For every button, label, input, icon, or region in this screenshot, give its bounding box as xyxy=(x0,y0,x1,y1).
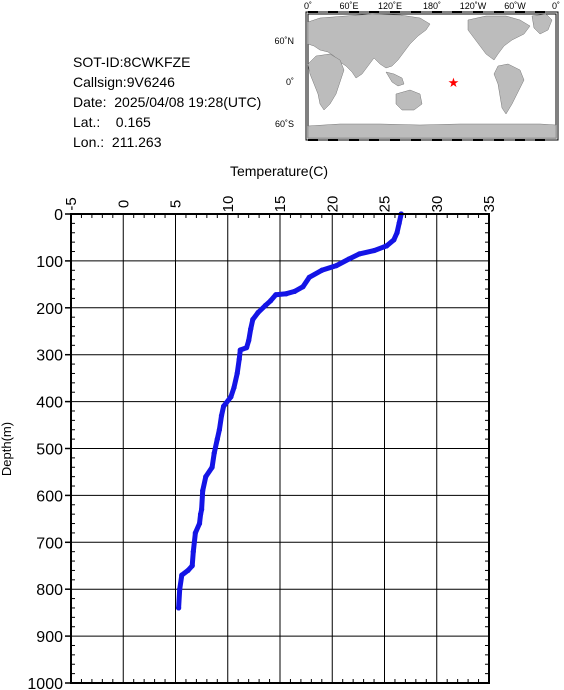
profile-point xyxy=(262,302,268,309)
profile-point xyxy=(236,356,242,362)
temperature-profile-line xyxy=(176,211,404,611)
map-lat-label: 60˚N xyxy=(274,36,294,46)
profile-point xyxy=(199,506,205,513)
y-tick-label: 900 xyxy=(36,629,63,646)
profile-point xyxy=(273,292,279,298)
map-lon-label: 60˚W xyxy=(504,1,526,11)
x-tick-label: 0 xyxy=(115,200,132,208)
profile-point xyxy=(177,586,183,592)
profile-point xyxy=(211,450,217,456)
profile-point xyxy=(214,436,220,442)
profile-point xyxy=(250,316,256,323)
profile-point xyxy=(234,370,240,377)
station-info: SOT-ID:8CWKFZE Callsign:9V6246 Date: 202… xyxy=(73,52,261,152)
observation-date: Date: 2025/04/08 19:28(UTC) xyxy=(73,94,262,110)
map-lon-label: 60˚E xyxy=(339,1,358,11)
y-tick-label: 200 xyxy=(36,301,63,318)
x-tick-label: 15 xyxy=(272,196,289,213)
y-tick-label: 300 xyxy=(36,348,63,365)
buoy-location-marker: ★ xyxy=(448,75,460,90)
profile-point xyxy=(185,567,191,574)
profile-point xyxy=(333,262,340,269)
profile-point xyxy=(203,474,209,480)
x-tick-label: 10 xyxy=(220,196,237,213)
profile-point xyxy=(218,413,225,419)
map-lat-label: 0˚ xyxy=(286,77,294,87)
map-lon-label: 180˚ xyxy=(423,1,441,11)
chart-grid xyxy=(70,213,490,684)
profile-point xyxy=(192,530,198,536)
y-tick-label: 100 xyxy=(36,254,63,271)
x-tick-label: 20 xyxy=(324,196,341,213)
profile-point xyxy=(394,230,400,236)
y-tick-labels: 0 100 200 300 400 500 600 700 800 900 1000 xyxy=(27,207,63,690)
profile-point xyxy=(228,394,234,400)
y-tick-label: 1000 xyxy=(27,676,63,690)
profile-point xyxy=(306,274,312,280)
y-tick-label: 500 xyxy=(36,442,63,459)
profile-point xyxy=(396,220,402,226)
profile-point xyxy=(255,309,261,316)
map-land xyxy=(307,13,557,139)
y-tick-label: 400 xyxy=(36,395,63,412)
profile-point xyxy=(267,298,274,304)
profile-point xyxy=(237,347,243,353)
profile-point xyxy=(220,403,227,409)
profile-point xyxy=(197,511,204,517)
profile-point xyxy=(209,464,215,470)
profile-point xyxy=(243,345,250,351)
profile-point xyxy=(179,572,185,578)
y-axis-label: Depth(m) xyxy=(0,422,14,476)
x-tick-label: 25 xyxy=(377,196,394,213)
x-tick-label: 35 xyxy=(481,196,498,213)
y-tick-label: 800 xyxy=(36,582,63,599)
x-tick-label: 5 xyxy=(168,200,185,208)
y-tick-label: 600 xyxy=(36,488,63,505)
profile-point xyxy=(356,251,363,257)
map-lon-label: 120˚E xyxy=(378,1,402,11)
plot-frame xyxy=(70,213,490,684)
callsign: Callsign:9V6246 xyxy=(73,74,175,90)
temperature-profile xyxy=(176,211,404,611)
latitude: Lat.: 0.165 xyxy=(73,114,151,130)
x-axis-label: Temperature(C) xyxy=(230,163,328,179)
profile-point xyxy=(248,326,254,332)
profile-point xyxy=(190,549,196,555)
world-map: 0˚ 60˚E 120˚E 180˚ 120˚W 60˚W 0˚ 60˚N 0˚… xyxy=(274,1,560,141)
x-tick-label: 30 xyxy=(429,196,446,213)
profile-point xyxy=(283,291,289,297)
map-lat-label: 60˚S xyxy=(275,119,294,129)
profile-point xyxy=(391,237,397,243)
sot-id: SOT-ID:8CWKFZE xyxy=(73,54,191,70)
x-tick-label: -5 xyxy=(63,197,80,210)
profile-point xyxy=(216,427,222,433)
profile-point xyxy=(246,338,252,344)
profile-point xyxy=(200,488,206,494)
profile-point xyxy=(346,256,352,262)
map-lon-label: 0˚ xyxy=(304,1,312,11)
profile-point xyxy=(319,267,325,273)
profile-point xyxy=(292,288,298,294)
profile-point xyxy=(189,563,195,569)
profile-point xyxy=(231,384,237,391)
longitude: Lon.: 211.263 xyxy=(73,134,162,150)
profile-point xyxy=(176,605,182,611)
profile-point xyxy=(300,284,306,290)
x-tick-labels: -5 0 5 10 15 20 25 30 35 xyxy=(63,196,498,213)
map-lon-label: 0˚ xyxy=(552,1,560,11)
profile-point xyxy=(371,247,377,254)
y-tick-label: 0 xyxy=(54,207,63,224)
y-tick-label: 700 xyxy=(36,535,63,552)
profile-point xyxy=(383,243,390,249)
map-lon-label: 120˚W xyxy=(460,1,487,11)
profile-point xyxy=(196,520,203,527)
